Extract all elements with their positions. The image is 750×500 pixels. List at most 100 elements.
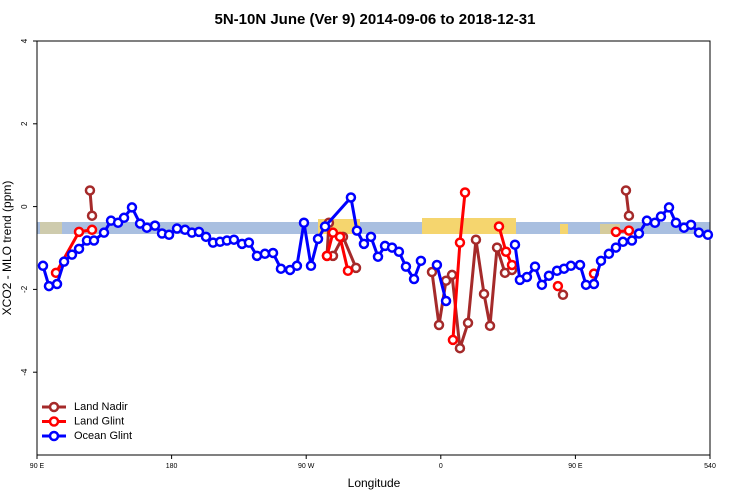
y-axis-title: XCO2 - MLO trend (ppm) [0,181,14,316]
data-point [73,226,85,238]
data-point [66,249,78,260]
data-point [440,295,452,307]
data-point [350,262,362,274]
data-point [588,278,600,290]
data-point [171,223,183,234]
data-point [126,202,138,213]
data-point [565,260,577,272]
data-point [536,279,548,291]
data-point [462,317,474,329]
data-point [86,210,98,221]
data-point [415,255,427,267]
data-point [149,220,161,231]
x-tick-label: 540 [704,463,716,470]
data-point [400,261,412,272]
data-point [529,261,541,272]
data-point [500,246,512,257]
data-point [509,239,521,250]
data-point [193,226,205,238]
series-line [54,192,630,341]
legend-label: Land Glint [74,415,124,427]
data-point [702,229,714,241]
data-point [459,187,471,198]
data-point [312,233,324,245]
data-point [633,228,645,239]
land-patch [40,222,62,234]
data-point [454,237,466,248]
data-point [670,217,682,228]
land-patch [422,218,516,234]
data-point [37,260,49,272]
plot-frame [36,40,711,456]
data-point [484,320,496,332]
data-point [431,259,443,271]
data-point [358,238,370,250]
legend-marker [48,401,60,413]
data-point [663,202,675,213]
data-point [86,224,98,236]
data-point [521,271,533,283]
data-point [73,243,85,255]
y-tick-label: 4 [20,38,29,43]
legend-label: Ocean Glint [74,430,132,442]
data-point [543,270,555,281]
x-tick-label: 90 E [568,463,583,470]
data-point [228,234,240,245]
data-point [433,319,445,331]
data-point [426,266,438,278]
data-point [649,217,661,228]
data-point [623,210,635,221]
y-tick-label: -4 [20,368,29,376]
data-point [478,288,490,300]
land-patch [600,224,620,234]
data-point [84,185,96,196]
data-point [447,334,459,346]
data-point [552,280,564,292]
data-point [685,219,697,231]
data-point [98,227,110,238]
data-point [491,242,503,253]
land-patch [560,224,568,234]
data-point [574,259,586,271]
data-point [393,246,405,257]
x-tick-label: 180 [166,463,178,470]
data-point [470,234,482,245]
legend: Land Nadir Land Glint Ocean Glint [42,401,132,442]
y-tick-label: 2 [20,121,29,126]
data-point [610,226,622,238]
legend-label: Land Nadir [74,401,128,413]
data-point [345,192,357,203]
data-point [603,248,615,260]
data-point [291,260,303,272]
data-point [493,221,505,232]
data-point [365,231,377,243]
data-point [200,231,212,243]
ocean-band [37,222,710,234]
data-point [372,251,384,262]
data-point [342,265,354,277]
data-point [557,289,569,301]
data-point [641,215,653,226]
data-point [446,269,458,281]
data-point [610,242,622,253]
data-point [620,185,632,196]
data-point [141,222,153,233]
data-point [305,260,317,272]
data-point [298,217,310,228]
data-point [693,227,705,238]
data-point [88,235,100,246]
data-point [163,229,175,241]
data-point [321,250,333,262]
data-point [275,263,287,274]
data-point [58,256,70,267]
data-point [51,278,63,290]
x-tick-label: 0 [439,463,443,470]
data-point [334,231,346,243]
y-tick-label: 0 [20,204,29,209]
chart-title: 5N-10N June (Ver 9) 2014-09-06 to 2018-1… [214,11,535,28]
y-tick-label: -2 [20,285,29,293]
legend-marker [48,416,60,427]
data-point [617,236,629,248]
data-point [118,212,130,224]
